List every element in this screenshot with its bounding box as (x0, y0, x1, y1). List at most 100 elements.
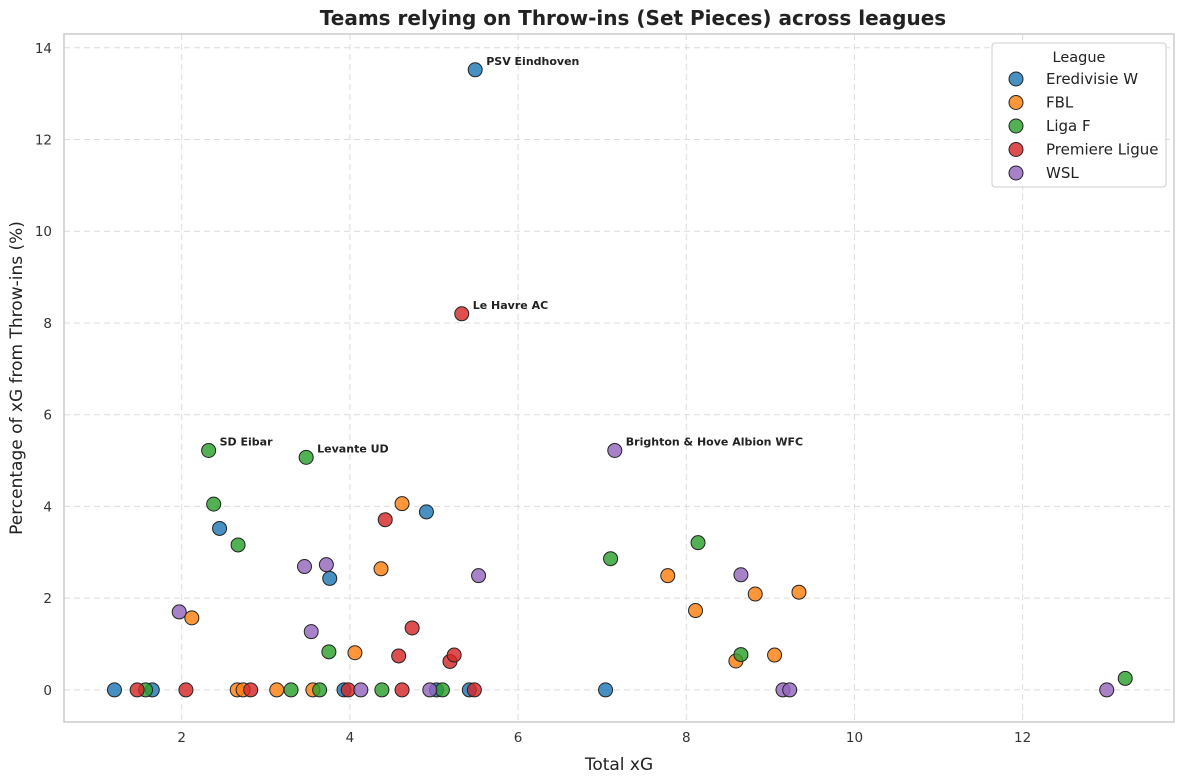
data-point (733, 567, 749, 583)
data-point (782, 682, 798, 698)
data-point (373, 561, 389, 577)
x-tick-label: 2 (177, 730, 186, 746)
legend-item-wsl: WSL (1008, 164, 1079, 182)
data-point (321, 644, 337, 660)
data-point (467, 62, 483, 78)
data-point (322, 570, 338, 586)
legend-label: Eredivisie W (1046, 70, 1138, 88)
legend-item-premiere-ligue: Premiere Ligue (1008, 141, 1158, 159)
series-premiere-ligue (129, 306, 482, 698)
data-point (471, 568, 487, 584)
data-point (434, 682, 450, 698)
data-point (312, 682, 328, 698)
legend-marker (1008, 142, 1024, 157)
data-point (394, 496, 410, 512)
x-tick-label: 10 (846, 730, 863, 746)
axis-ticks: 2 4 6 8 10 12 0 2 4 6 8 10 12 14 (35, 41, 1031, 746)
annotations: PSV Eindhoven Le Havre AC SD Eibar Levante … (220, 55, 803, 456)
data-point (660, 568, 676, 584)
legend-label: WSL (1046, 164, 1079, 182)
legend-marker (1008, 71, 1024, 87)
data-point (688, 603, 704, 619)
data-point (391, 648, 407, 664)
data-point (318, 557, 334, 573)
data-point (353, 682, 369, 698)
y-tick-label: 4 (43, 499, 52, 515)
x-axis-label: Total xG (584, 755, 653, 775)
data-point (230, 537, 246, 553)
data-point (446, 647, 462, 663)
data-point (377, 512, 393, 528)
legend-frame (991, 42, 1167, 188)
legend-item-fbl: FBL (1008, 94, 1074, 112)
data-point (303, 624, 319, 640)
series-wsl (171, 442, 1115, 698)
data-points (106, 62, 1133, 698)
legend-label: Liga F (1046, 117, 1091, 135)
legend-title: League (1053, 50, 1106, 66)
data-point (690, 535, 706, 551)
data-point (283, 682, 299, 698)
data-point (466, 682, 482, 698)
data-point (791, 584, 807, 600)
y-axis-label: Percentage of xG from Throw-ins (%) (7, 221, 27, 535)
data-point (747, 586, 763, 602)
data-point (374, 682, 390, 698)
y-tick-label: 14 (35, 41, 52, 57)
data-point (178, 682, 194, 698)
legend: League Eredivisie W FBL Liga F Premiere Lig… (991, 42, 1167, 188)
data-point (212, 520, 228, 536)
y-tick-label: 2 (43, 591, 52, 607)
legend-label: Premiere Ligue (1046, 141, 1158, 159)
data-point (1117, 670, 1133, 686)
y-tick-label: 8 (43, 316, 52, 332)
data-point (767, 647, 783, 663)
data-point (418, 504, 434, 520)
legend-marker (1008, 95, 1024, 110)
data-point (454, 306, 470, 322)
y-tick-label: 0 (43, 683, 52, 699)
data-point (129, 682, 145, 698)
data-point (269, 682, 285, 698)
data-point (394, 682, 410, 698)
data-point (201, 442, 217, 458)
chart-title: Teams relying on Throw-ins (Set Pieces) … (320, 6, 946, 30)
data-point (297, 559, 312, 575)
grid (64, 34, 1174, 722)
series-liga-f (138, 442, 1133, 698)
data-point (298, 449, 314, 465)
data-point (106, 682, 122, 698)
legend-item-eredivisie-w: Eredivisie W (1008, 70, 1138, 88)
annotation-label: Levante UD (317, 442, 389, 455)
annotation-label: PSV Eindhoven (486, 55, 579, 68)
data-point (607, 442, 623, 458)
x-tick-label: 12 (1014, 730, 1031, 746)
plot-frame (63, 33, 1175, 723)
x-tick-label: 6 (514, 730, 523, 746)
data-point (184, 610, 200, 626)
data-point (598, 682, 614, 698)
legend-marker (1008, 165, 1024, 181)
x-tick-label: 4 (346, 730, 355, 746)
data-point (171, 604, 187, 620)
y-tick-label: 12 (35, 132, 52, 148)
data-point (1099, 682, 1115, 698)
legend-label: FBL (1046, 94, 1074, 112)
data-point (733, 647, 749, 663)
annotation-label: Le Havre AC (473, 299, 548, 312)
data-point (206, 496, 222, 512)
data-point (340, 682, 356, 698)
data-point (347, 645, 363, 661)
data-point (243, 682, 259, 698)
data-point (404, 620, 420, 636)
annotation-label: SD Eibar (220, 435, 273, 448)
data-point (422, 682, 438, 698)
legend-item-liga-f: Liga F (1008, 117, 1091, 135)
y-tick-label: 10 (35, 224, 52, 240)
legend-marker (1008, 118, 1024, 134)
annotation-label: Brighton & Hove Albion WFC (626, 435, 803, 448)
data-point (603, 551, 619, 567)
y-tick-label: 6 (43, 408, 52, 424)
x-tick-label: 8 (682, 730, 691, 746)
